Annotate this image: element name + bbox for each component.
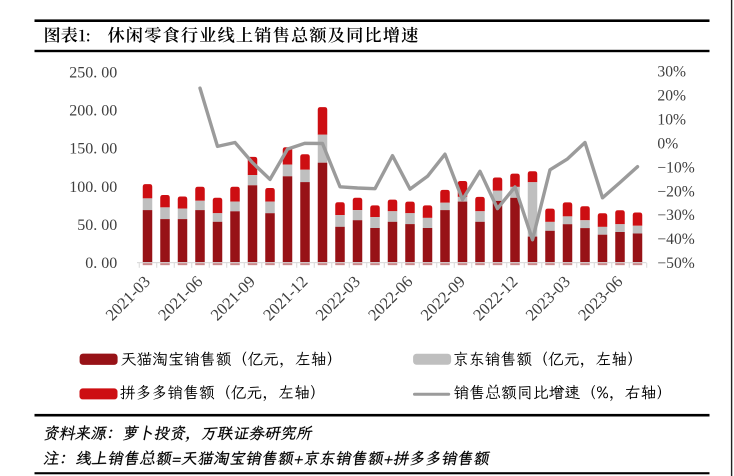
svg-text:2021-12: 2021-12 (259, 272, 311, 324)
svg-text:2021-06: 2021-06 (154, 272, 206, 324)
svg-text:2022-06: 2022-06 (364, 272, 416, 324)
svg-text:30%: 30% (657, 64, 686, 81)
svg-text:2023-06: 2023-06 (574, 272, 626, 324)
svg-text:0%: 0% (657, 136, 678, 153)
svg-text:2022-12: 2022-12 (469, 272, 521, 324)
svg-text:50. 00: 50. 00 (77, 217, 117, 234)
svg-text:2022-09: 2022-09 (417, 272, 469, 324)
svg-text:−10%: −10% (657, 159, 694, 176)
svg-text:−30%: −30% (657, 207, 694, 224)
svg-text:2023-03: 2023-03 (522, 272, 574, 324)
svg-text:150. 00: 150. 00 (69, 141, 117, 158)
svg-text:2022-03: 2022-03 (312, 272, 364, 324)
svg-text:200. 00: 200. 00 (69, 103, 117, 120)
svg-text:0. 00: 0. 00 (85, 255, 117, 272)
svg-text:−50%: −50% (657, 255, 694, 272)
svg-text:−40%: −40% (657, 231, 694, 248)
svg-text:20%: 20% (657, 88, 686, 105)
svg-text:100. 00: 100. 00 (69, 179, 117, 196)
svg-text:250. 00: 250. 00 (69, 65, 117, 82)
svg-text:−20%: −20% (657, 183, 694, 200)
svg-text:2021-03: 2021-03 (102, 272, 154, 324)
svg-text:2021-09: 2021-09 (207, 272, 259, 324)
svg-text:10%: 10% (657, 112, 686, 129)
